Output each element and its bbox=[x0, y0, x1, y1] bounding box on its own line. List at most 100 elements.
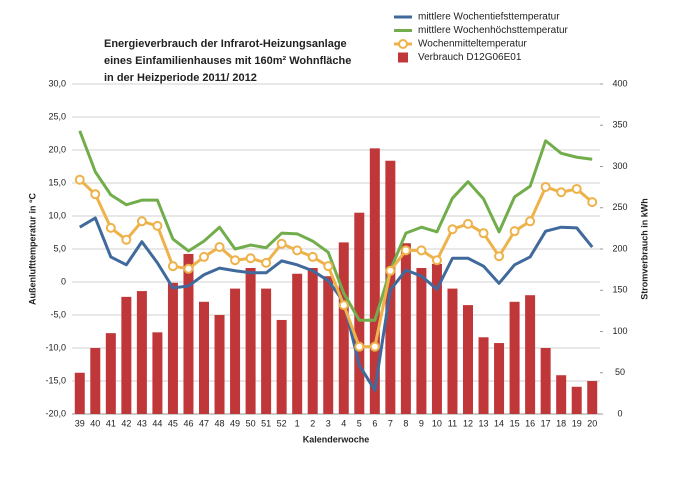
bar bbox=[245, 267, 256, 414]
marker bbox=[494, 251, 505, 262]
marker bbox=[338, 300, 349, 311]
x-tick-label: 7 bbox=[388, 418, 393, 428]
bar bbox=[261, 288, 272, 414]
chart-title-line: eines Einfamilienhauses mit 160m² Wohnfl… bbox=[104, 55, 351, 67]
marker bbox=[214, 242, 225, 253]
y-tick-label: 30,0 bbox=[48, 78, 66, 88]
bar bbox=[167, 282, 178, 414]
bar bbox=[307, 267, 318, 414]
x-tick-label: 18 bbox=[556, 418, 566, 428]
x-tick-label: 43 bbox=[137, 418, 147, 428]
x-tick-label: 17 bbox=[541, 418, 551, 428]
marker bbox=[276, 238, 287, 249]
bar bbox=[136, 291, 147, 414]
x-tick-label: 52 bbox=[277, 418, 287, 428]
y2-tick-label: 0 bbox=[617, 408, 622, 418]
marker bbox=[292, 245, 303, 256]
x-tick-label: 40 bbox=[90, 418, 100, 428]
y-tick-label: 0 bbox=[61, 276, 66, 286]
bar bbox=[292, 273, 303, 414]
bar bbox=[152, 332, 163, 414]
bar bbox=[509, 301, 520, 414]
bar bbox=[494, 343, 505, 414]
x-tick-label: 49 bbox=[230, 418, 240, 428]
x-tick-label: 41 bbox=[106, 418, 116, 428]
x-tick-label: 16 bbox=[525, 418, 535, 428]
marker bbox=[509, 226, 520, 237]
bar bbox=[354, 212, 365, 414]
y-tick-label: 10,0 bbox=[48, 210, 66, 220]
marker bbox=[478, 228, 489, 239]
marker bbox=[369, 341, 380, 352]
line bbox=[78, 178, 594, 349]
marker bbox=[323, 261, 334, 272]
marker bbox=[121, 234, 132, 245]
y-tick-label: -10,0 bbox=[45, 342, 66, 352]
x-tick-label: 42 bbox=[121, 418, 131, 428]
marker bbox=[463, 218, 473, 229]
marker bbox=[307, 251, 318, 262]
x-tick-label: 13 bbox=[479, 418, 489, 428]
marker bbox=[167, 261, 178, 272]
y2-tick-label: 200 bbox=[612, 243, 627, 253]
marker bbox=[245, 253, 256, 264]
marker bbox=[199, 251, 209, 262]
x-tick-label: 9 bbox=[419, 418, 424, 428]
marker bbox=[447, 224, 458, 235]
y-tick-label: 20,0 bbox=[48, 144, 66, 154]
y-tick-label: -20,0 bbox=[45, 408, 66, 418]
marker bbox=[431, 255, 442, 266]
y2-tick-label: 350 bbox=[612, 120, 627, 130]
marker bbox=[385, 265, 396, 276]
bar bbox=[540, 348, 551, 414]
marker bbox=[90, 189, 101, 200]
x-tick-label: 6 bbox=[372, 418, 377, 428]
x-tick-label: 14 bbox=[494, 418, 504, 428]
bar bbox=[369, 148, 380, 414]
x-tick-label: 12 bbox=[463, 418, 473, 428]
bar bbox=[478, 337, 489, 414]
x-tick-label: 1 bbox=[295, 418, 300, 428]
legend-label: mittlere Wochenhöchsttemperatur bbox=[418, 25, 569, 36]
bar bbox=[447, 288, 458, 414]
bar bbox=[214, 315, 225, 414]
marker bbox=[261, 257, 272, 268]
bar bbox=[323, 276, 334, 414]
bar bbox=[338, 242, 349, 414]
bar bbox=[183, 253, 194, 414]
marker bbox=[230, 255, 241, 266]
bar bbox=[121, 296, 132, 414]
x-tick-label: 51 bbox=[261, 418, 271, 428]
x-tick-label: 5 bbox=[357, 418, 362, 428]
bar bbox=[571, 386, 582, 414]
bar bbox=[587, 381, 598, 414]
marker bbox=[587, 197, 598, 208]
x-tick-label: 19 bbox=[572, 418, 582, 428]
line bbox=[78, 216, 594, 392]
x-tick-label: 39 bbox=[75, 418, 85, 428]
marker bbox=[183, 263, 194, 274]
bar bbox=[463, 305, 473, 414]
marker bbox=[416, 245, 427, 256]
x-tick-label: 50 bbox=[246, 418, 256, 428]
x-tick-label: 3 bbox=[326, 418, 331, 428]
x-tick-label: 8 bbox=[403, 418, 408, 428]
chart-title-line: Energieverbrauch der Infrarot-Heizungsan… bbox=[104, 38, 347, 50]
x-tick-label: 44 bbox=[152, 418, 162, 428]
y2-tick-label: 300 bbox=[612, 161, 627, 171]
y2-axis-title: Stromverbrauch in kWh bbox=[639, 198, 649, 300]
line bbox=[78, 130, 593, 322]
chart-title-line: in der Heizperiode 2011/ 2012 bbox=[104, 72, 257, 84]
x-tick-label: 47 bbox=[199, 418, 209, 428]
x-tick-label: 2 bbox=[310, 418, 315, 428]
legend-label: Wochenmitteltemperatur bbox=[418, 39, 527, 50]
bar bbox=[556, 375, 567, 414]
x-tick-label: 48 bbox=[215, 418, 225, 428]
bar bbox=[230, 288, 241, 414]
marker bbox=[525, 216, 536, 227]
y-tick-label: -15,0 bbox=[45, 375, 66, 385]
x-tick-label: 20 bbox=[587, 418, 597, 428]
y-tick-label: 25,0 bbox=[48, 111, 66, 121]
x-tick-label: 4 bbox=[341, 418, 346, 428]
